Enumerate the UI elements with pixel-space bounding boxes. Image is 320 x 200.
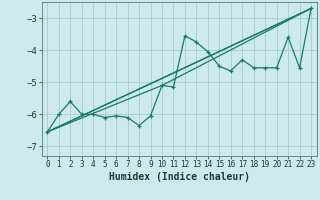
X-axis label: Humidex (Indice chaleur): Humidex (Indice chaleur)	[109, 172, 250, 182]
